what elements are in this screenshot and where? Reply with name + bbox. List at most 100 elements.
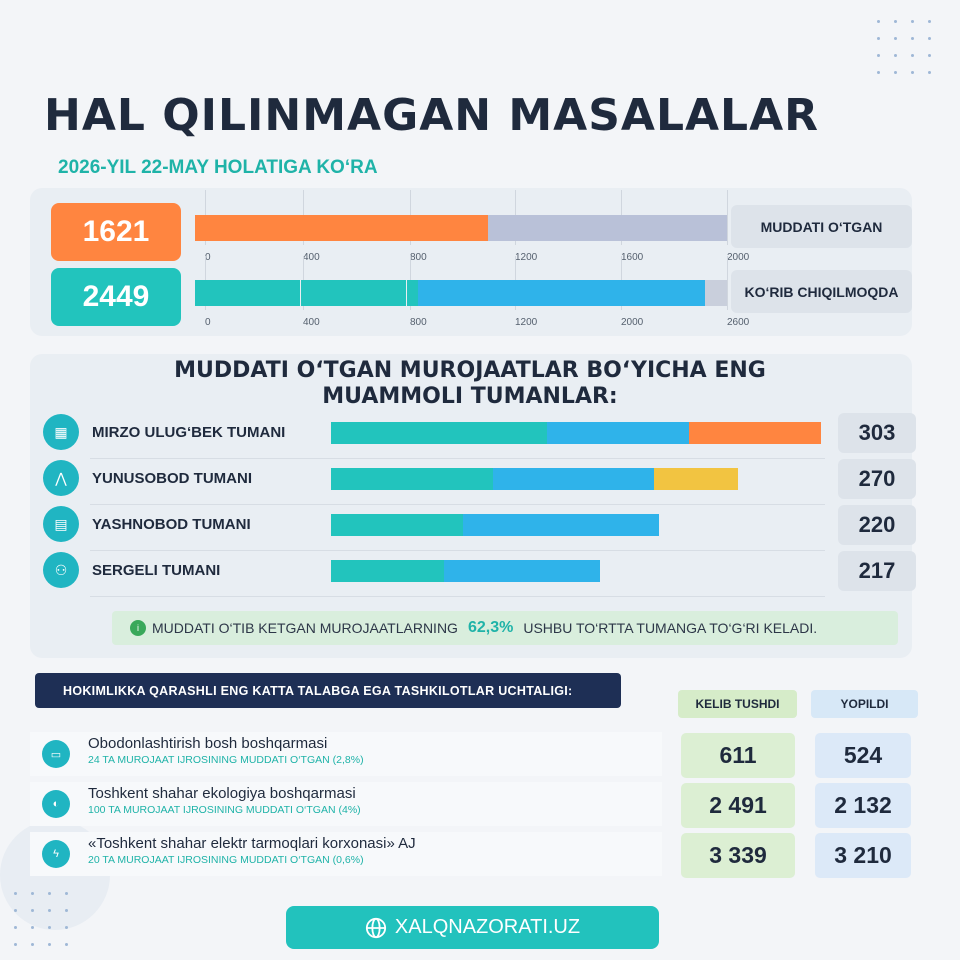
district-bar-segment bbox=[331, 560, 444, 582]
dot bbox=[65, 909, 68, 912]
grid-line bbox=[727, 256, 728, 310]
row-divider bbox=[90, 596, 825, 597]
district-bar-segment bbox=[547, 422, 689, 444]
dot bbox=[877, 54, 880, 57]
org-row bbox=[30, 732, 662, 776]
districts-note: i MUDDATI O‘TIB KETGAN MUROJAATLARNING 6… bbox=[112, 611, 898, 645]
tick-label: 2600 bbox=[727, 317, 750, 328]
dot bbox=[911, 71, 914, 74]
dot bbox=[48, 892, 51, 895]
dot bbox=[14, 943, 17, 946]
overdue-count-badge: 1621 bbox=[51, 203, 181, 261]
district-count: 303 bbox=[838, 413, 916, 453]
overdue-bar bbox=[195, 215, 727, 241]
districts-title: MUDDATI O‘TGAN MUROJAATLAR BO‘YICHA ENG … bbox=[174, 358, 766, 409]
tick-label: 1200 bbox=[515, 317, 538, 328]
org-overdue-note: 20 TA MUROJAAT IJROSINING MUDDATI O‘TGAN… bbox=[88, 854, 364, 866]
dot bbox=[928, 71, 931, 74]
dot bbox=[31, 943, 34, 946]
dot bbox=[877, 20, 880, 23]
dot bbox=[894, 20, 897, 23]
dot bbox=[65, 926, 68, 929]
dot bbox=[14, 892, 17, 895]
tick-label: 1200 bbox=[515, 252, 538, 263]
reviewing-bar-blue bbox=[418, 280, 705, 306]
district-bar-segment bbox=[689, 422, 821, 444]
tick-label: 0 bbox=[205, 317, 211, 328]
dot bbox=[928, 37, 931, 40]
page-subtitle: 2026-YIL 22-MAY HOLATIGA KO‘RA bbox=[58, 157, 378, 178]
dot bbox=[894, 37, 897, 40]
dot bbox=[894, 54, 897, 57]
dot bbox=[48, 926, 51, 929]
office-icon: ▤ bbox=[43, 506, 79, 542]
dot bbox=[894, 71, 897, 74]
tick-label: 2000 bbox=[621, 317, 644, 328]
building-icon: ▦ bbox=[43, 414, 79, 450]
district-bar-segment bbox=[493, 468, 654, 490]
dot bbox=[14, 926, 17, 929]
dot bbox=[911, 20, 914, 23]
tick-label: 800 bbox=[410, 252, 427, 263]
reviewing-bar-teal bbox=[195, 280, 418, 306]
district-name: YUNUSOBOD TUMANI bbox=[92, 470, 252, 487]
district-bar-segment bbox=[331, 422, 547, 444]
district-name: YASHNOBOD TUMANI bbox=[92, 516, 251, 533]
district-name: SERGELI TUMANI bbox=[92, 562, 221, 579]
grid-line bbox=[727, 190, 728, 245]
website-link[interactable]: XALQNAZORATI.UZ bbox=[286, 906, 659, 949]
district-bar-segment bbox=[444, 560, 600, 582]
overdue-label: MUDDATI O‘TGAN bbox=[731, 205, 912, 248]
tick-label: 800 bbox=[410, 317, 427, 328]
reviewing-bar bbox=[195, 280, 727, 306]
dot bbox=[31, 909, 34, 912]
leaf-icon: ◐ bbox=[42, 790, 70, 818]
page-title: HAL QILINMAGAN MASALALAR bbox=[44, 90, 820, 141]
district-bar-segment bbox=[331, 468, 493, 490]
closed-column-header: YOPILDI bbox=[811, 690, 918, 718]
org-name: Toshkent shahar ekologiya boshqarmasi bbox=[88, 785, 356, 802]
closed-value: 524 bbox=[815, 733, 911, 778]
closed-value: 3 210 bbox=[815, 833, 911, 878]
orgs-title: HOKIMLIKKA QARASHLI ENG KATTA TALABGA EG… bbox=[35, 673, 621, 708]
district-count: 220 bbox=[838, 505, 916, 545]
received-value: 2 491 bbox=[681, 783, 795, 828]
org-name: «Toshkent shahar elektr tarmoqlari korxo… bbox=[88, 835, 416, 852]
district-bar-segment bbox=[654, 468, 738, 490]
org-overdue-note: 100 TA MUROJAAT IJROSINING MUDDATI O‘TGA… bbox=[88, 804, 361, 816]
dot bbox=[48, 943, 51, 946]
org-row bbox=[30, 832, 662, 876]
tick-label: 2000 bbox=[727, 252, 750, 263]
dot bbox=[31, 892, 34, 895]
note-percentage: 62,3% bbox=[467, 619, 514, 636]
district-count: 217 bbox=[838, 551, 916, 591]
received-value: 611 bbox=[681, 733, 795, 778]
bar-divider bbox=[300, 280, 301, 306]
tick-label: 400 bbox=[303, 252, 320, 263]
district-bar-segment bbox=[463, 514, 659, 536]
dot bbox=[31, 926, 34, 929]
dot bbox=[48, 909, 51, 912]
dot bbox=[877, 37, 880, 40]
dot bbox=[877, 71, 880, 74]
tick-label: 1600 bbox=[621, 252, 644, 263]
globe-icon bbox=[365, 917, 386, 938]
dot bbox=[928, 20, 931, 23]
org-overdue-note: 24 TA MUROJAAT IJROSINING MUDDATI O‘TGAN… bbox=[88, 754, 364, 766]
info-icon: i bbox=[130, 620, 146, 636]
dot bbox=[65, 943, 68, 946]
note-text-before: MUDDATI O‘TIB KETGAN MUROJAATLARNING bbox=[152, 620, 458, 636]
tick-label: 400 bbox=[303, 317, 320, 328]
received-column-header: KELIB TUSHDI bbox=[678, 690, 797, 718]
dot bbox=[911, 37, 914, 40]
dot bbox=[14, 909, 17, 912]
road-icon: ⋀ bbox=[43, 460, 79, 496]
dot bbox=[911, 54, 914, 57]
org-name: Obodonlashtirish bosh boshqarmasi bbox=[88, 735, 328, 752]
row-divider bbox=[90, 504, 825, 505]
received-value: 3 339 bbox=[681, 833, 795, 878]
dot bbox=[65, 892, 68, 895]
reviewing-count-badge: 2449 bbox=[51, 268, 181, 326]
closed-value: 2 132 bbox=[815, 783, 911, 828]
districts-panel bbox=[30, 354, 912, 658]
